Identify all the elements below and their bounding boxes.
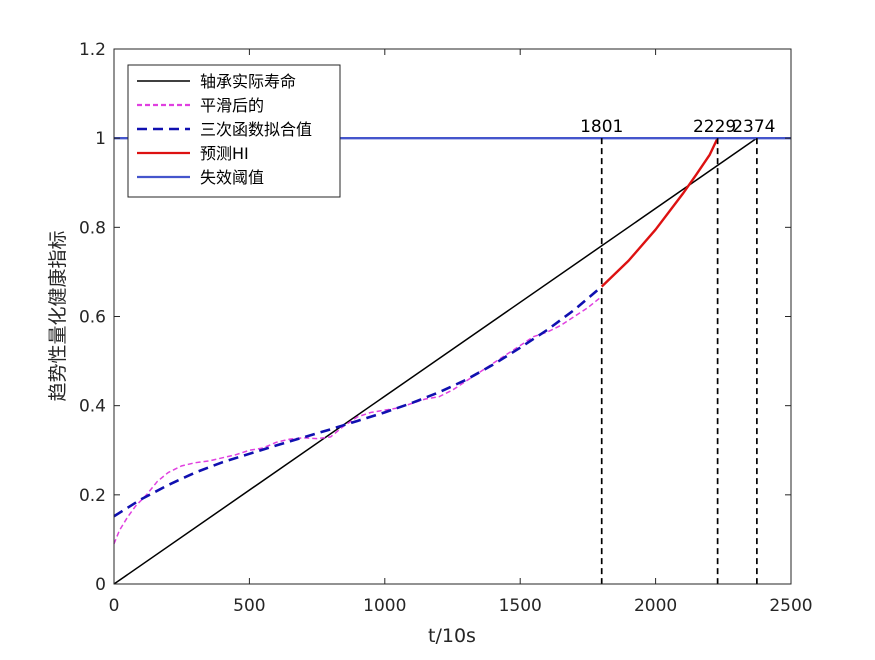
y-tick-label: 0.6 xyxy=(79,308,106,328)
legend-label-smoothed: 平滑后的 xyxy=(200,96,264,115)
series-line-predicted xyxy=(600,137,719,288)
legend-label-predicted: 预测HI xyxy=(200,144,249,163)
legend-box xyxy=(127,64,341,198)
tick-layer: 0 500 1000 1500 2000 2500 0 0.2 0.4 0.6 0.8 1 1.2 xyxy=(79,40,813,616)
annotation-label-2229: 2229 xyxy=(693,117,736,137)
y-tick-label: 0 xyxy=(95,575,106,595)
y-tick-label: 1 xyxy=(95,129,106,149)
series-line-actual xyxy=(113,137,758,585)
y-tick-label: 0.8 xyxy=(79,218,106,238)
x-tick-label: 500 xyxy=(233,596,265,616)
legend-label-actual: 轴承实际寿命 xyxy=(200,72,296,91)
annotation-label-1801: 1801 xyxy=(580,117,623,137)
y-tick-label: 0.4 xyxy=(79,397,106,417)
x-axis-label: t/10s xyxy=(428,625,476,647)
series-line-fit xyxy=(113,285,603,518)
legend-label-threshold: 失效阈值 xyxy=(200,168,264,187)
x-tick-label: 0 xyxy=(109,596,120,616)
x-tick-label: 1500 xyxy=(499,596,542,616)
legend-label-fit: 三次函数拟合值 xyxy=(200,120,312,139)
x-tick-label: 1000 xyxy=(363,596,406,616)
y-axis-label: 趋势性量化健康指标 xyxy=(47,230,69,401)
annotation-label-2374: 2374 xyxy=(732,117,775,137)
y-tick-label: 0.2 xyxy=(79,486,106,506)
y-tick-label: 1.2 xyxy=(79,40,106,60)
x-tick-label: 2500 xyxy=(769,596,812,616)
x-tick-label: 2000 xyxy=(634,596,677,616)
